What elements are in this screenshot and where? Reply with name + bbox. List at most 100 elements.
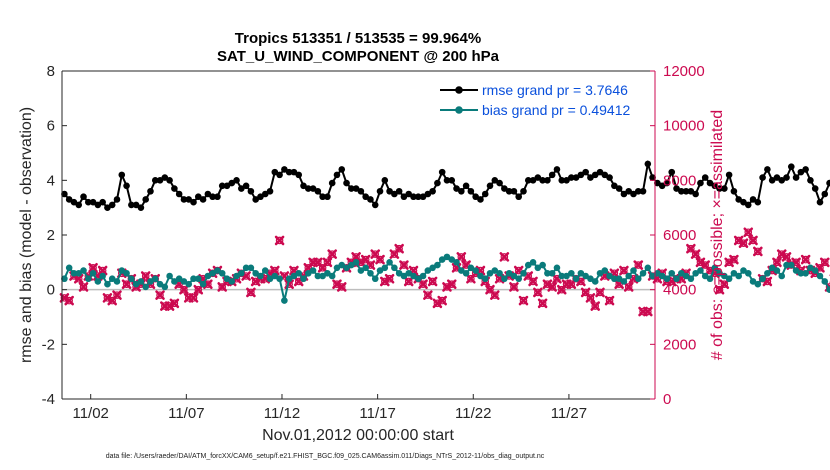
bias-point	[740, 267, 747, 274]
rmse-point	[348, 185, 355, 192]
bias-point	[252, 269, 259, 277]
rmse-point	[233, 177, 240, 184]
y-right-tick-label: 8000	[663, 172, 696, 189]
footnote: data file: /Users/raeder/DAI/ATM_forcXX/…	[106, 453, 545, 460]
bias-point	[309, 267, 317, 274]
bias-point	[328, 272, 336, 280]
bias-point	[371, 275, 379, 283]
rmse-point	[328, 179, 336, 187]
rmse-point	[247, 187, 255, 195]
bias-point	[692, 269, 699, 277]
obs-possible-point	[424, 291, 432, 299]
rmse-point	[99, 198, 106, 206]
obs-possible-point	[538, 299, 547, 308]
rmse-point	[587, 174, 594, 181]
rmse-point	[505, 187, 513, 195]
rmse-point	[625, 187, 632, 195]
rmse-point	[271, 168, 279, 176]
y-ticks-left: -4 -2 0 2 4 6 8	[42, 63, 67, 408]
bias-point	[199, 280, 207, 288]
bias-point	[276, 275, 283, 283]
rmse-point	[304, 185, 312, 192]
obs-assimilated-point	[88, 263, 98, 273]
obs-possible-point	[510, 283, 518, 291]
rmse-point	[658, 182, 666, 190]
bias-point	[185, 280, 193, 288]
bias-point	[281, 297, 288, 304]
obs-possible-point	[529, 277, 537, 286]
rmse-point	[438, 168, 446, 176]
bias-point	[333, 264, 341, 272]
bias-point	[123, 269, 130, 277]
bias-point	[462, 269, 470, 277]
bias-point	[137, 278, 145, 285]
obs-assimilated-point	[547, 282, 557, 292]
bias-point	[161, 283, 169, 291]
obs-assimilated-point	[375, 254, 385, 265]
bias-point	[654, 269, 661, 277]
bias-point	[568, 269, 575, 277]
rmse-point	[568, 174, 575, 181]
bias-point	[142, 283, 149, 291]
bias-point	[386, 259, 393, 266]
bias-point	[644, 264, 652, 272]
bias-point	[190, 275, 197, 283]
bias-point	[300, 275, 307, 283]
y-right-tick-label: 10000	[663, 118, 705, 135]
obs-assimilated-point	[270, 265, 280, 276]
obs-assimilated-point	[394, 243, 404, 254]
rmse-point	[735, 196, 742, 203]
bias-point	[171, 278, 178, 285]
obs-assimilated-point	[800, 254, 811, 265]
bias-point	[501, 275, 508, 283]
obs-assimilated-point	[590, 301, 601, 311]
obs-assimilated-point	[322, 257, 333, 268]
obs-possible-point	[395, 244, 403, 253]
bias-point	[572, 275, 580, 283]
bias-point	[778, 272, 786, 280]
obs-assimilated-point	[418, 279, 428, 289]
bias-point	[381, 264, 389, 272]
rmse-point	[768, 177, 776, 184]
obs-assimilated-point	[781, 252, 792, 262]
bias-point	[783, 261, 790, 269]
bias-point	[319, 272, 326, 280]
legend-bias-label: bias grand pr = 0.49412	[482, 102, 630, 118]
rmse-point	[692, 190, 699, 198]
bias-point	[214, 267, 221, 274]
obs-assimilated-point	[733, 235, 744, 246]
bias-point	[611, 275, 618, 283]
bias-point	[630, 267, 637, 274]
bias-point	[438, 256, 446, 263]
chart-title: Tropics 513351 / 513535 = 99.964%	[235, 30, 481, 47]
y-ticks-right: 0 2000 4000 6000 8000 10000 12000	[650, 63, 705, 408]
rmse-point	[740, 198, 747, 206]
obs-possible-point	[691, 250, 700, 258]
obs-possible-point	[715, 285, 724, 294]
obs-assimilated-point	[695, 257, 706, 268]
rmse-point	[257, 193, 264, 201]
rmse-point	[697, 179, 704, 187]
rmse-point	[453, 185, 460, 192]
bias-point	[108, 275, 116, 283]
bias-point	[147, 278, 154, 285]
bias-point	[89, 269, 97, 277]
rmse-point	[80, 193, 87, 201]
bias-point	[228, 278, 236, 285]
rmse-point	[496, 179, 503, 187]
bias-point	[620, 278, 628, 285]
rmse-point	[630, 190, 637, 198]
obs-assimilated-point	[537, 298, 548, 309]
rmse-point	[654, 179, 661, 187]
obs-possible-point	[605, 296, 614, 305]
obs-assimilated-point	[442, 282, 452, 292]
plot-area	[62, 71, 655, 399]
obs-assimilated-point	[112, 290, 122, 300]
y-axis-label-right: # of obs: o=possible; ×=assimilated	[709, 110, 726, 360]
y-right-tick-label: 12000	[663, 63, 705, 80]
bias-point	[591, 278, 599, 285]
obs-assimilated-point	[776, 249, 787, 259]
obs-assimilated-point	[188, 293, 199, 303]
bias-point	[410, 272, 417, 280]
